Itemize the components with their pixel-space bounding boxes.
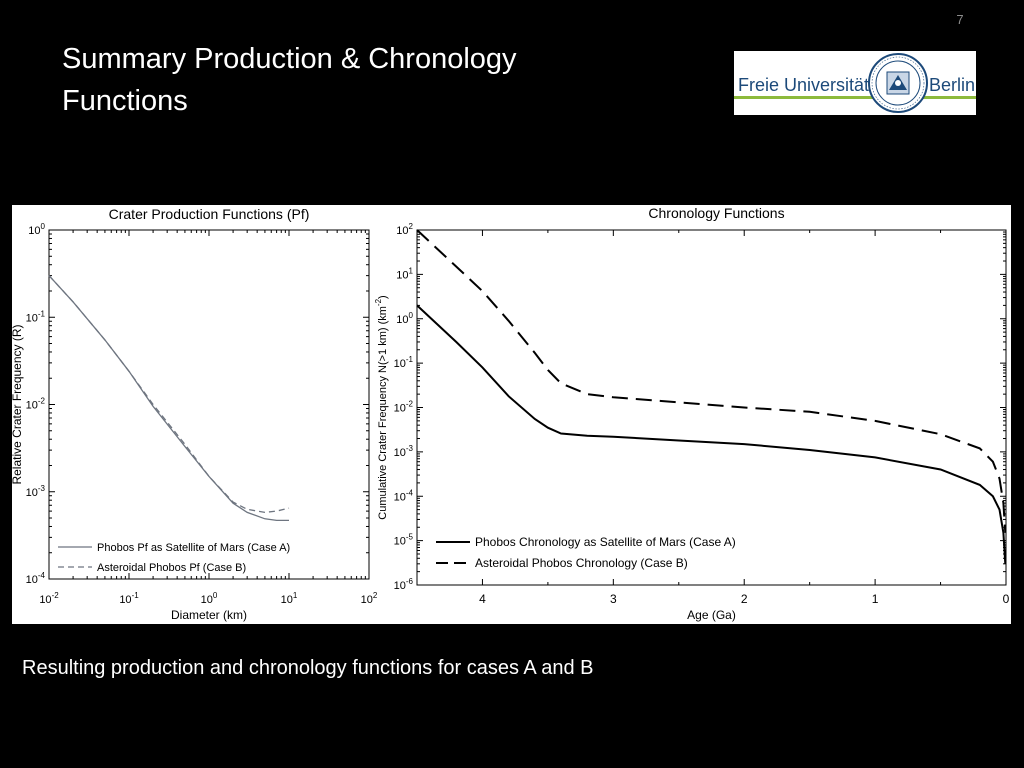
slide-number: 7 bbox=[956, 12, 964, 27]
logo-word-left: Freie Universität bbox=[738, 75, 870, 95]
pf-series-line-1 bbox=[48, 275, 289, 522]
pf-y-tick-label: 10-4 bbox=[26, 571, 46, 586]
chrono-y-tick-label: 10-4 bbox=[394, 488, 414, 503]
logo-green-bar bbox=[734, 96, 976, 99]
title-line-2: Functions bbox=[62, 85, 188, 117]
chrono-y-tick-label: 10-5 bbox=[394, 533, 414, 548]
chrono-series-line-2 bbox=[416, 229, 1007, 533]
chrono-plot-frame bbox=[416, 229, 1007, 586]
pf-y-tick-label: 10-3 bbox=[26, 484, 46, 499]
chrono-y-tick-label: 100 bbox=[396, 311, 413, 326]
slide-caption: Resulting production and chronology func… bbox=[22, 657, 594, 679]
pf-x-tick-label: 101 bbox=[281, 591, 298, 606]
pf-x-tick-label: 102 bbox=[361, 591, 378, 606]
chrono-y-tick-label: 10-6 bbox=[394, 577, 414, 592]
pf-x-tick-label: 10-2 bbox=[39, 591, 59, 606]
pf-series-line-2 bbox=[48, 275, 290, 514]
slide-title: Summary Production & Chronology Function… bbox=[62, 38, 662, 122]
chrono-legend-label-2: Asteroidal Phobos Chronology (Case B) bbox=[475, 556, 688, 570]
chart-figure-panel: Crater Production Functions (Pf) Diameter… bbox=[12, 205, 1011, 624]
chrono-y-tick-label: 101 bbox=[396, 266, 413, 281]
pf-y-tick-label: 10-1 bbox=[26, 309, 46, 324]
chrono-legend-label-1: Phobos Chronology as Satellite of Mars (… bbox=[475, 535, 736, 549]
chrono-x-tick-label: 4 bbox=[479, 592, 486, 606]
pf-plot-frame bbox=[48, 229, 370, 580]
chrono-x-tick-label: 1 bbox=[872, 592, 879, 606]
pf-x-axis-label: Diameter (km) bbox=[171, 608, 247, 622]
logo-word-right: Berlin bbox=[929, 75, 976, 95]
charts-svg: Crater Production Functions (Pf) Diameter… bbox=[12, 205, 1010, 622]
pf-y-tick-label: 100 bbox=[28, 222, 45, 237]
pf-legend-label-1: Phobos Pf as Satellite of Mars (Case A) bbox=[97, 542, 290, 554]
university-seal-icon bbox=[868, 53, 928, 113]
chrono-x-axis-label: Age (Ga) bbox=[687, 608, 736, 622]
pf-legend-label-2: Asteroidal Phobos Pf (Case B) bbox=[97, 562, 246, 574]
chrono-y-tick-label: 10-2 bbox=[394, 400, 414, 415]
chrono-y-tick-label: 102 bbox=[396, 222, 413, 237]
chrono-x-tick-label: 3 bbox=[610, 592, 617, 606]
pf-y-tick-label: 10-2 bbox=[26, 397, 46, 412]
pf-x-tick-label: 10-1 bbox=[119, 591, 139, 606]
chrono-y-tick-label: 10-3 bbox=[394, 444, 414, 459]
university-logo: Freie Universität Berlin bbox=[734, 51, 976, 115]
pf-y-axis-label: Relative Crater Frequency (R) bbox=[12, 324, 24, 484]
chrono-x-tick-label: 2 bbox=[741, 592, 748, 606]
pf-chart-title: Crater Production Functions (Pf) bbox=[109, 206, 310, 222]
chrono-chart-title: Chronology Functions bbox=[648, 205, 784, 221]
chrono-y-axis-label: Cumulative Crater Frequency N(>1 km) (km… bbox=[374, 295, 389, 519]
pf-x-tick-label: 100 bbox=[201, 591, 218, 606]
chrono-series-line-1 bbox=[416, 304, 1007, 564]
chrono-y-tick-label: 10-1 bbox=[394, 355, 414, 370]
title-line-1: Summary Production & Chronology bbox=[62, 43, 517, 75]
chrono-x-tick-label: 0 bbox=[1003, 592, 1010, 606]
